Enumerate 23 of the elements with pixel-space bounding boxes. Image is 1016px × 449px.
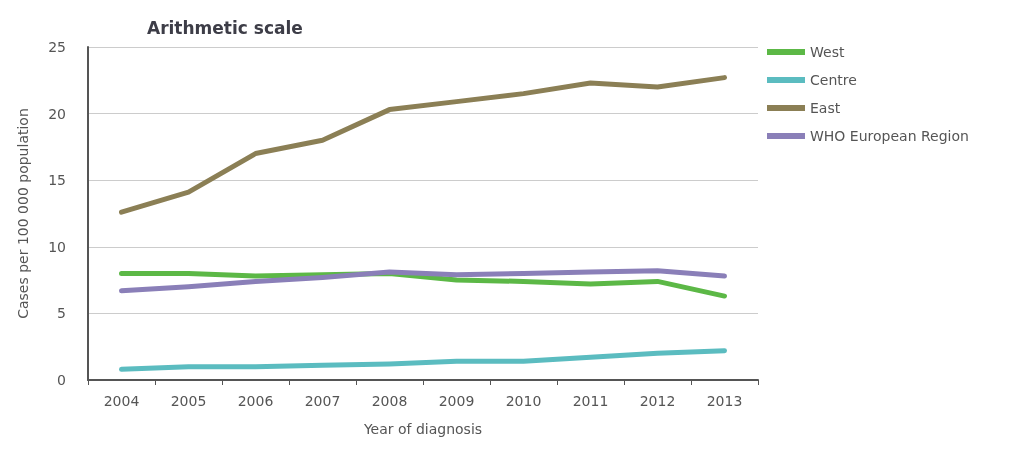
y-tick-label: 15: [48, 172, 66, 189]
x-tick-label: 2008: [371, 393, 408, 409]
y-tick-label: 25: [48, 39, 66, 55]
x-tick-label: 2006: [237, 393, 274, 409]
x-tick-label: 2012: [639, 393, 676, 409]
legend-label: East: [810, 100, 841, 116]
x-tick-label: 2004: [103, 393, 140, 409]
x-tick-label: 2009: [438, 393, 475, 409]
chart-title: Arithmetic scale: [147, 17, 303, 38]
legend-label: WHO European Region: [810, 128, 969, 144]
x-tick-label: 2007: [304, 393, 341, 409]
legend-label: West: [810, 44, 845, 60]
y-tick-label: 20: [48, 105, 66, 122]
x-tick-label: 2011: [572, 393, 609, 409]
x-axis-title: Year of diagnosis: [362, 421, 483, 437]
x-tick-label: 2010: [505, 393, 542, 409]
legend-label: Centre: [810, 72, 857, 88]
x-tick-label: 2005: [170, 393, 207, 409]
x-tick-label: 2013: [706, 393, 743, 409]
y-tick-label: 10: [48, 238, 66, 255]
y-axis-title: Cases per 100 000 population: [15, 108, 31, 319]
y-tick-label: 5: [57, 305, 66, 322]
y-tick-label: 0: [57, 372, 66, 388]
